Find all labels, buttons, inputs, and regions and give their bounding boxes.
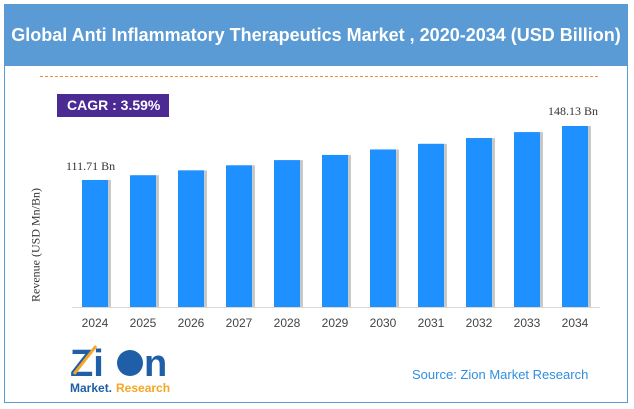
x-tick-label: 2028 (274, 316, 301, 330)
bar-2031 (418, 143, 444, 307)
x-tick-label: 2030 (370, 316, 397, 330)
chart-title: Global Anti Inflammatory Therapeutics Ma… (5, 5, 627, 66)
source-note: Source: Zion Market Research (412, 367, 589, 382)
svg-text:n: n (144, 343, 167, 385)
bar-2030 (370, 149, 396, 307)
svg-text:Research: Research (116, 381, 170, 395)
svg-text:Zi: Zi (70, 343, 104, 385)
bar-2025 (130, 175, 156, 307)
data-label-first: 111.71 Bn (66, 159, 115, 173)
divider (40, 76, 598, 77)
x-tick-label: 2034 (562, 316, 589, 330)
x-tick-label: 2024 (82, 316, 109, 330)
x-tick-label: 2027 (226, 316, 253, 330)
cagr-badge: CAGR : 3.59% (57, 94, 169, 117)
frame (4, 4, 628, 403)
bar-2028 (274, 160, 300, 307)
x-tick-label: 2025 (130, 316, 157, 330)
zion-logo: Zi n Market. Research (70, 343, 170, 395)
bar-2033 (514, 132, 540, 307)
bar-2027 (226, 165, 252, 307)
bar-2032 (466, 138, 492, 307)
x-tick-label: 2026 (178, 316, 205, 330)
svg-text:Market.: Market. (70, 381, 112, 395)
bar-2029 (322, 154, 348, 307)
x-tick-label: 2033 (514, 316, 541, 330)
bar-2026 (178, 170, 204, 307)
data-label-last: 148.13 Bn (548, 104, 598, 118)
x-tick-label: 2031 (418, 316, 445, 330)
bar-2034 (562, 126, 588, 307)
x-tick-label: 2032 (466, 316, 493, 330)
x-tick-label: 2029 (322, 316, 349, 330)
bar-2024 (82, 179, 108, 307)
